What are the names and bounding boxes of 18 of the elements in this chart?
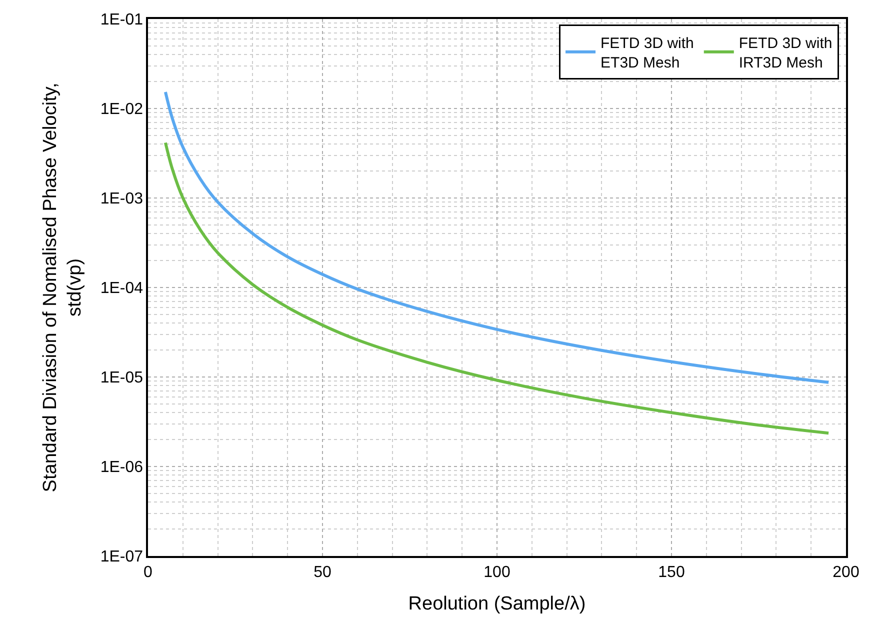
x-tick-label: 150: [658, 564, 685, 581]
y-tick-label: 1E-06: [100, 459, 144, 476]
x-tick-label: 50: [314, 564, 332, 581]
legend-label: FETD 3D with IRT3D Mesh: [738, 34, 832, 72]
x-tick-label: 100: [484, 564, 510, 581]
x-axis-title: Reolution (Sample/λ): [408, 593, 586, 614]
line-series: [164, 90, 830, 384]
x-tick-label: 200: [832, 564, 860, 581]
y-tick-label: 1E-03: [100, 190, 144, 208]
y-axis-title: Standard Diviasion of Nomalised Phase Velocity, std(vp): [40, 82, 86, 492]
y-tick-label: 1E-05: [100, 370, 144, 387]
y-tick-label: 1E-04: [100, 280, 144, 298]
y-tick-label: 1E-01: [100, 12, 144, 29]
line-series: [164, 141, 830, 435]
legend-label: FETD 3D with ET3D Mesh: [600, 34, 694, 72]
x-tick-label: 0: [144, 564, 153, 581]
y-tick-label: 1E-02: [100, 101, 144, 118]
y-tick-label: 1E-07: [100, 548, 144, 566]
